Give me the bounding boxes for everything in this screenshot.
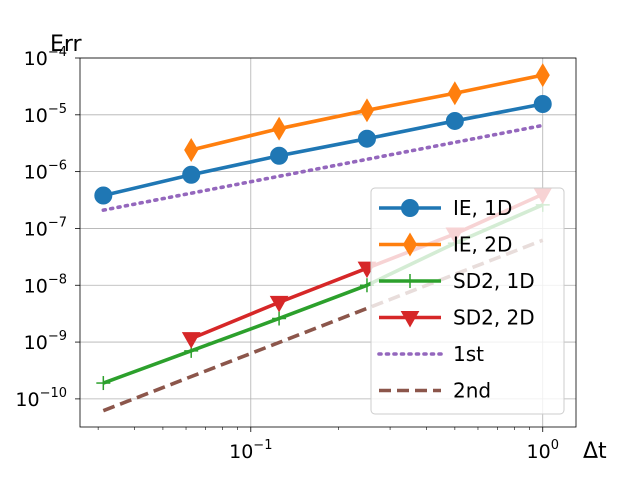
legend-item: IE, 1D [379, 196, 512, 220]
data-point [535, 63, 550, 88]
x-axis-label: Δt [583, 439, 607, 464]
data-point [447, 81, 462, 106]
data-point [184, 138, 199, 163]
series-layer [94, 63, 553, 413]
y-tick-label: 10−9 [24, 329, 67, 354]
legend-label: SD2, 1D [453, 269, 535, 293]
series-1st [101, 123, 545, 212]
legend-item: 2nd [379, 379, 491, 403]
data-point [445, 111, 464, 130]
series-ie-2d [184, 63, 550, 163]
y-tick-label: 10−5 [24, 102, 67, 127]
legend: IE, 1D IE, 2D SD2, 1D SD2, 2D 1st 2nd [370, 187, 565, 415]
data-point [533, 95, 552, 114]
data-point [272, 116, 287, 141]
y-tick-label: 10−8 [24, 272, 67, 297]
plot-frame [79, 57, 577, 428]
legend-item: 1st [377, 342, 484, 366]
data-point [272, 311, 287, 326]
axis-ticks: 10−1 100 10−10 10−9 10−8 10−7 10−6 10−5 10−4 [15, 45, 559, 463]
legend-marker [401, 199, 419, 217]
legend-label: SD2, 2D [453, 306, 535, 330]
legend-label: IE, 2D [453, 233, 512, 257]
series-ie-1d [94, 95, 552, 205]
legend-label: IE, 1D [453, 196, 512, 220]
series-line [102, 102, 544, 198]
data-point [359, 98, 375, 123]
legend-item: SD2, 2D [379, 306, 535, 330]
data-point [182, 165, 201, 184]
legend-label: 2nd [453, 379, 491, 403]
x-tick-label: 100 [527, 438, 559, 463]
legend-item: IE, 2D [379, 233, 512, 257]
data-point [181, 332, 201, 349]
y-tick-label: 10−7 [24, 215, 67, 240]
x-tick-label: 10−1 [229, 438, 272, 463]
series-line [101, 123, 545, 212]
data-point [357, 129, 376, 148]
series-2nd [102, 238, 544, 413]
y-tick-label: 10−4 [24, 45, 67, 70]
legend-item: SD2, 1D [379, 269, 535, 293]
legend-marker [403, 274, 417, 288]
data-point [270, 146, 289, 165]
y-tick-label: 10−10 [15, 386, 67, 411]
data-point [96, 376, 111, 391]
y-tick-label: 10−6 [24, 159, 67, 184]
data-point [94, 186, 113, 205]
series-line [102, 238, 544, 413]
y-axis-label: Err [50, 32, 83, 57]
data-point [269, 295, 289, 313]
legend-marker [402, 232, 418, 257]
legend-label: 1st [453, 342, 484, 366]
legend-marker [400, 311, 420, 328]
